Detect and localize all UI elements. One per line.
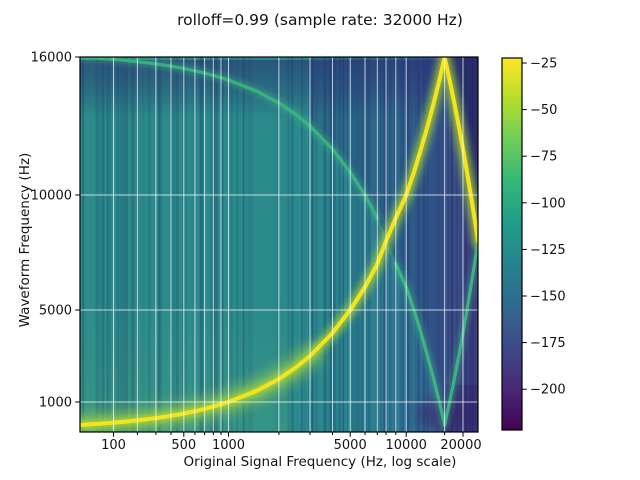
- gridlines: [80, 57, 478, 432]
- colorbar-tick-label: −50: [530, 103, 557, 118]
- colorbar-gradient: [502, 58, 522, 430]
- x-tick-label: 500: [171, 438, 196, 453]
- y-tick-label: 5000: [39, 304, 72, 319]
- colorbar: −25 −50 −75 −100 −125 −150 −175 −200: [501, 57, 566, 431]
- colorbar-tick-label: −100: [530, 196, 566, 211]
- colorbar-frame: [501, 57, 523, 431]
- colorbar-tick-label: −25: [530, 57, 557, 72]
- dark-wedge-above-ghost: [310, 57, 445, 425]
- colorbar-tick-label: −175: [530, 336, 566, 351]
- x-tick-label: 5000: [334, 438, 367, 453]
- colorbar-ticks: [522, 62, 527, 390]
- colorbar-tick-label: −125: [530, 243, 566, 258]
- x-axis-label: Original Signal Frequency (Hz, log scale…: [184, 454, 457, 470]
- x-tick-label: 1000: [212, 438, 245, 453]
- plot-area: [80, 57, 478, 432]
- colorbar-tick-label: −150: [530, 290, 566, 305]
- y-tick-labels: 16000 10000 5000 1000: [31, 51, 72, 411]
- y-axis-label: Waveform Frequency (Hz): [17, 153, 33, 328]
- y-tick-label: 10000: [31, 189, 72, 204]
- y-tick-label: 16000: [31, 51, 72, 66]
- colorbar-tick-label: −75: [530, 150, 557, 165]
- x-tick-label: 100: [101, 438, 126, 453]
- colorbar-tick-label: −200: [530, 383, 566, 398]
- figure-title: rolloff=0.99 (sample rate: 32000 Hz): [177, 11, 463, 29]
- x-axis-ticks: [113, 432, 464, 437]
- noise-texture: [82, 57, 474, 432]
- x-tick-labels: 100 500 1000 5000 10000 20000: [101, 438, 482, 453]
- y-axis-ticks: [75, 56, 80, 403]
- x-tick-label: 10000: [386, 438, 427, 453]
- x-tick-label: 20000: [440, 438, 481, 453]
- y-tick-label: 1000: [39, 396, 72, 411]
- colorbar-tick-labels: −25 −50 −75 −100 −125 −150 −175 −200: [530, 57, 566, 398]
